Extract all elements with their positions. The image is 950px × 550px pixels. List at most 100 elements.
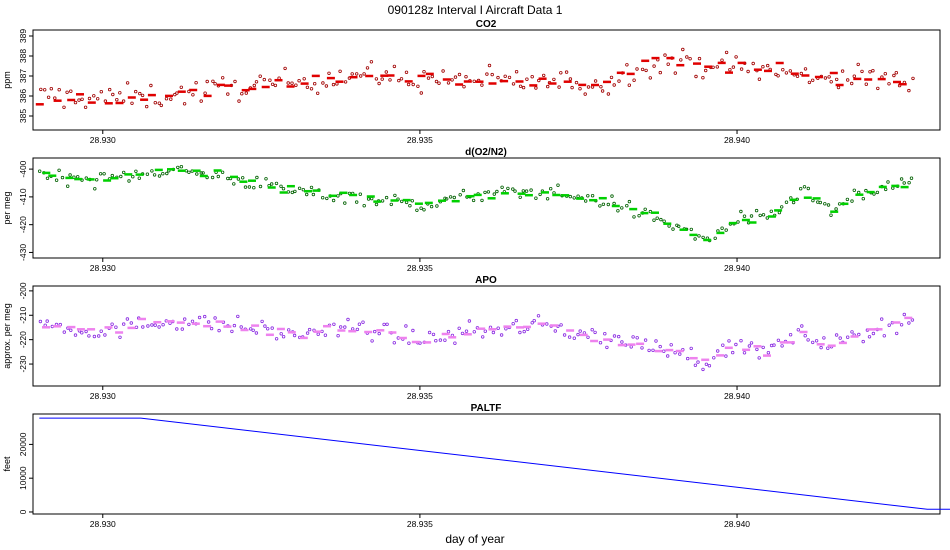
data-point (111, 92, 115, 97)
data-point (532, 319, 536, 323)
data-point (758, 213, 762, 218)
data-point (522, 329, 526, 334)
plot-frame (32, 29, 941, 131)
data-point (499, 333, 504, 337)
data-point (724, 354, 728, 358)
data-point (593, 79, 598, 83)
data-point (121, 322, 126, 326)
data-point (632, 215, 636, 219)
y-tick-label: 386 (18, 89, 28, 103)
data-point (264, 177, 268, 181)
data-point (576, 194, 580, 198)
data-point (144, 104, 149, 109)
data-point (485, 72, 489, 76)
data-point (652, 64, 656, 68)
data-point (92, 94, 96, 98)
data-point (203, 91, 207, 95)
data-point (486, 190, 491, 194)
data-point (331, 82, 336, 87)
data-point (620, 206, 624, 210)
data-point (689, 227, 693, 232)
data-point (696, 360, 700, 364)
data-point (716, 349, 720, 353)
data-point (746, 69, 750, 74)
data-point (704, 68, 708, 73)
data-point (125, 81, 130, 85)
data-point (446, 329, 451, 334)
data-point (309, 87, 314, 91)
data-point (480, 198, 484, 203)
data-point (307, 327, 312, 332)
data-point (811, 78, 815, 82)
data-point (141, 325, 145, 329)
data-point (822, 336, 826, 340)
data-point (742, 351, 747, 355)
data-point (887, 323, 891, 327)
data-point (373, 329, 377, 334)
data-point (673, 71, 677, 75)
data-point (643, 207, 647, 211)
data-point (662, 349, 666, 353)
data-point (799, 71, 803, 76)
data-point (443, 338, 447, 342)
y-tick-label: 0 (18, 509, 28, 514)
data-point (182, 102, 187, 106)
data-point (643, 338, 648, 342)
data-point (707, 364, 712, 368)
panel-title: d(O2/N2) (465, 147, 507, 158)
data-point (576, 332, 580, 337)
data-point (899, 177, 904, 181)
data-point (68, 173, 72, 177)
data-point (526, 327, 530, 331)
data-point (727, 339, 731, 343)
data-point (115, 97, 119, 102)
data-point (852, 188, 856, 192)
data-point (313, 81, 317, 86)
data-point (534, 196, 538, 200)
data-point (799, 186, 803, 191)
data-point (350, 72, 354, 76)
data-point (419, 91, 423, 95)
data-point (868, 70, 872, 74)
data-point (57, 87, 61, 92)
data-point (380, 77, 384, 81)
data-point (416, 84, 420, 88)
data-point (814, 339, 819, 343)
data-point (150, 323, 154, 327)
data-point (640, 67, 645, 72)
data-point (891, 186, 895, 190)
data-point (883, 71, 887, 76)
data-point (427, 330, 432, 335)
data-point (399, 77, 404, 81)
data-point (239, 325, 243, 329)
data-point (297, 186, 302, 190)
data-point (206, 320, 211, 324)
data-point (776, 74, 780, 78)
data-point (784, 71, 789, 75)
data-marks (35, 47, 915, 109)
data-point (458, 193, 462, 197)
data-point (491, 330, 496, 335)
data-point (586, 85, 591, 89)
data-point (739, 67, 744, 71)
data-point (233, 79, 237, 84)
data-point (860, 69, 864, 74)
data-point (389, 202, 393, 207)
data-point (673, 351, 677, 355)
data-point (73, 333, 78, 337)
panel-co2: CO2 ppm 28.930 28.935 28.940 3853863873883… (2, 19, 941, 145)
data-point (564, 70, 569, 74)
data-point (217, 328, 221, 333)
data-point (252, 83, 256, 88)
data-point (161, 171, 165, 176)
data-point (302, 77, 306, 81)
data-point (671, 227, 675, 231)
data-point (802, 185, 807, 189)
data-point (201, 171, 205, 175)
data-point (99, 89, 103, 94)
data-point (909, 176, 914, 180)
panel-paltf: PALTF feet 28.930 28.935 28.940 0 10000 2000… (2, 403, 950, 529)
data-point (453, 341, 457, 345)
data-point (331, 198, 336, 203)
data-point (140, 93, 145, 98)
